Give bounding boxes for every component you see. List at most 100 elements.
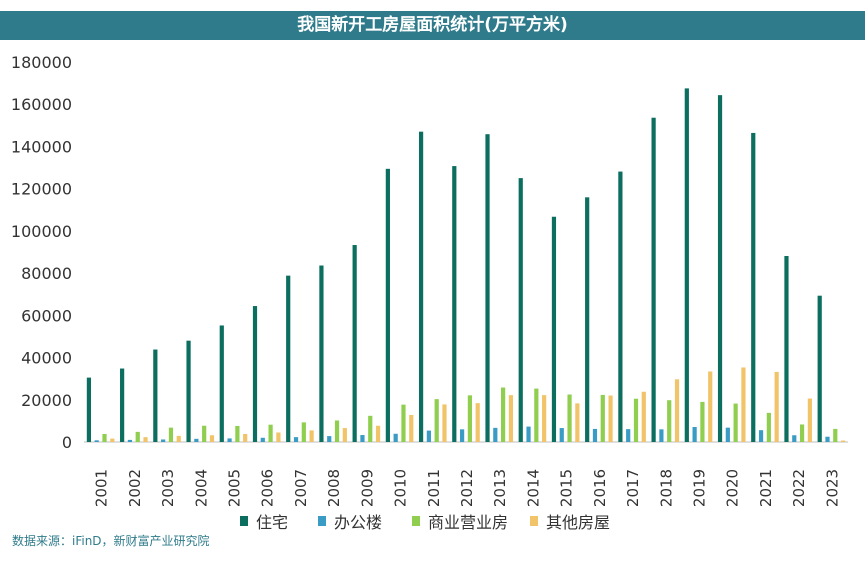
x-tick-label: 2002 [126, 469, 144, 507]
bar-2010-办公楼 [393, 433, 398, 442]
bar-2015-其他房屋 [575, 403, 580, 442]
bar-2013-其他房屋 [508, 395, 514, 442]
legend-swatch-办公楼 [318, 516, 326, 526]
y-tick-label: 120000 [11, 180, 72, 199]
bar-2002-其他房屋 [143, 437, 148, 442]
x-tick-label: 2016 [591, 469, 609, 507]
bar-2016-办公楼 [592, 428, 598, 442]
bar-2019-商业营业房 [700, 401, 705, 442]
bar-2016-住宅 [585, 197, 590, 442]
bar-2009-商业营业房 [368, 415, 373, 442]
bar-2011-住宅 [418, 131, 424, 442]
bar-2005-办公楼 [227, 438, 232, 442]
bar-2004-办公楼 [194, 438, 199, 442]
bar-2001-其他房屋 [110, 438, 115, 442]
bar-2009-住宅 [352, 245, 357, 442]
source-note: 数据来源：iFinD，新财富产业研究院 [12, 534, 210, 548]
bar-2002-住宅 [120, 368, 125, 442]
y-tick-label: 60000 [21, 306, 72, 325]
bar-2011-商业营业房 [434, 399, 439, 442]
legend-swatch-商业营业房 [412, 516, 420, 526]
bar-2003-办公楼 [161, 439, 166, 442]
x-tick-label: 2009 [358, 469, 376, 507]
bar-2002-商业营业房 [135, 431, 140, 442]
bar-2003-商业营业房 [168, 427, 174, 442]
bar-2004-住宅 [186, 340, 191, 442]
bar-2021-其他房屋 [774, 371, 779, 442]
bar-2022-住宅 [784, 256, 789, 442]
y-tick-label: 0 [62, 433, 72, 452]
bar-2015-商业营业房 [567, 394, 572, 442]
bar-2008-办公楼 [327, 436, 332, 442]
bar-2003-住宅 [153, 349, 158, 442]
bar-2017-住宅 [618, 171, 623, 443]
x-tick-label: 2008 [325, 469, 343, 507]
bar-2023-商业营业房 [833, 428, 838, 442]
bar-2022-其他房屋 [807, 398, 812, 442]
x-tick-label: 2022 [790, 469, 808, 507]
bar-2009-其他房屋 [375, 425, 381, 442]
y-tick-label: 20000 [21, 391, 72, 410]
bar-2014-其他房屋 [542, 395, 547, 442]
x-tick-label: 2013 [491, 469, 509, 507]
bar-2015-办公楼 [559, 428, 564, 442]
x-tick-label: 2011 [425, 469, 443, 507]
bar-2018-办公楼 [659, 429, 664, 442]
bar-2018-其他房屋 [674, 379, 680, 442]
bar-2004-其他房屋 [209, 435, 215, 442]
x-tick-label: 2021 [757, 469, 775, 507]
bar-2021-办公楼 [758, 430, 764, 442]
y-tick-label: 140000 [11, 137, 72, 156]
bar-2018-商业营业房 [667, 400, 672, 442]
x-tick-label: 2019 [691, 469, 709, 507]
legend-swatch-其他房屋 [530, 516, 538, 526]
legend-label: 其他房屋 [546, 513, 610, 532]
bar-2007-办公楼 [293, 437, 299, 442]
chart-title: 我国新开工房屋面积统计(万平方米) [0, 11, 865, 40]
x-tick-label: 2007 [292, 469, 310, 507]
y-tick-label: 80000 [21, 264, 72, 283]
x-tick-label: 2023 [823, 469, 841, 507]
bar-2019-其他房屋 [708, 371, 713, 442]
bar-2020-住宅 [717, 95, 723, 443]
bar-2013-商业营业房 [501, 387, 506, 442]
bar-2021-商业营业房 [766, 412, 771, 442]
bar-2010-其他房屋 [409, 414, 414, 442]
y-tick-label: 40000 [21, 349, 72, 368]
bar-2010-商业营业房 [401, 404, 406, 442]
bar-2020-商业营业房 [733, 403, 738, 442]
bar-2020-其他房屋 [741, 367, 746, 442]
y-tick-label: 100000 [11, 222, 72, 241]
x-tick-label: 2014 [524, 469, 542, 507]
bar-2010-住宅 [385, 168, 390, 443]
bar-2008-其他房屋 [342, 428, 347, 442]
bar-2023-办公楼 [825, 436, 830, 442]
x-tick-label: 2020 [724, 469, 742, 507]
bar-2014-商业营业房 [534, 388, 539, 442]
bar-2023-住宅 [817, 295, 822, 442]
bar-2012-其他房屋 [475, 403, 480, 442]
bar-2005-其他房屋 [243, 433, 248, 442]
legend-label: 住宅 [256, 513, 288, 532]
bar-2006-商业营业房 [268, 424, 273, 442]
bar-2007-其他房屋 [309, 430, 314, 442]
bar-2006-住宅 [252, 306, 258, 442]
bar-2012-办公楼 [460, 429, 465, 442]
y-tick-label: 180000 [11, 53, 72, 72]
bar-2008-住宅 [319, 265, 324, 442]
bar-2012-商业营业房 [467, 395, 472, 442]
bar-2005-住宅 [219, 325, 224, 442]
x-tick-label: 2001 [93, 469, 111, 507]
bar-2009-办公楼 [360, 435, 365, 442]
bar-2016-其他房屋 [608, 395, 613, 442]
bar-2014-办公楼 [526, 426, 531, 442]
x-tick-label: 2018 [657, 469, 675, 507]
bar-2022-办公楼 [792, 435, 797, 442]
bar-2019-办公楼 [692, 427, 697, 442]
bar-2022-商业营业房 [799, 424, 805, 442]
bar-2015-住宅 [551, 216, 557, 442]
bar-2006-办公楼 [260, 437, 265, 442]
bar-2016-商业营业房 [600, 394, 605, 442]
bar-2004-商业营业房 [202, 425, 207, 442]
bar-2001-商业营业房 [102, 433, 107, 442]
